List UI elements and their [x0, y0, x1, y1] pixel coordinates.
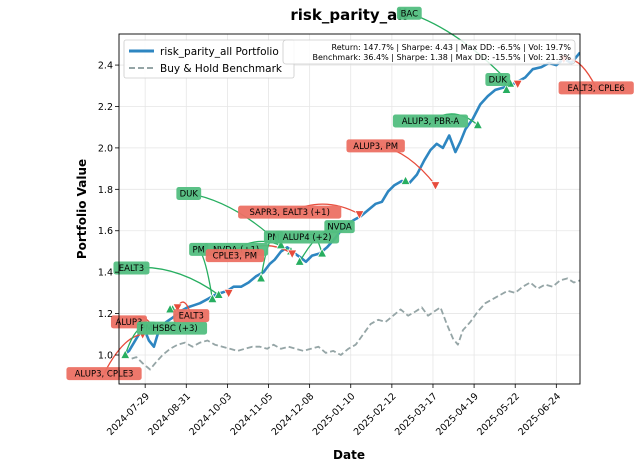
annotation-label-box: [113, 261, 150, 275]
x-tick-label: 2025-04-19: [434, 391, 481, 438]
buy-marker: [164, 303, 176, 314]
sell-marker: [354, 210, 365, 221]
annotation-label-box: [275, 230, 340, 244]
annotation-label-box: [143, 321, 208, 335]
x-tick-label: 2024-11-05: [229, 391, 276, 438]
annotation-label: ALUP4 (+2): [283, 233, 332, 243]
annotation-label-box: [238, 205, 342, 219]
annotation-layer: ALUP3, CPLE3 ALUP3 PM HSBC (+3) EALT3 EALT3 PM…: [66, 6, 634, 381]
buy-marker: [472, 119, 483, 130]
annotation-label: EALT3: [119, 264, 144, 274]
x-tick-label: 2024-07-29: [105, 391, 152, 438]
x-tick-label: 2025-05-22: [475, 391, 522, 438]
sell-marker: [223, 288, 234, 299]
annotation-label: HSBC (+3): [152, 324, 197, 334]
y-tick-label: 2.4: [98, 61, 113, 72]
annotation-label: PM: [267, 233, 279, 243]
annotation-label-box: [176, 186, 202, 200]
annotation-label-box: [396, 6, 422, 20]
x-axis-label: Date: [333, 448, 365, 462]
y-tick-label: 1.0: [98, 351, 113, 362]
buy-marker: [316, 247, 328, 258]
stats-box-frame: [282, 39, 576, 65]
x-tick-label: 2025-01-10: [311, 391, 358, 438]
annotation-label: NVDA: [327, 223, 352, 233]
annotation-label: ALUP3: [116, 318, 143, 328]
buy-marker: [294, 255, 305, 266]
legend-label-portfolio: risk_parity_all Portfolio: [160, 46, 279, 58]
x-tick-label: 2025-02-12: [352, 391, 399, 438]
sell-marker: [512, 79, 523, 90]
annotation-label: ALUP3, CPLE3: [75, 370, 134, 380]
x-tick-label: 2024-10-03: [187, 391, 234, 438]
annotation-label-box: [558, 81, 634, 95]
y-tick-label: 2.0: [98, 143, 113, 154]
y-tick-label: 1.2: [98, 309, 113, 320]
buy-marker: [400, 175, 411, 185]
y-tick-label: 2.2: [98, 102, 113, 113]
stats-line-benchmark: Benchmark: 36.4% | Sharpe: 1.38 | Max DD…: [312, 53, 571, 62]
x-tick-label: 2024-08-31: [146, 391, 193, 438]
annotation-label-box: [173, 309, 210, 323]
plot-frame: [118, 33, 581, 385]
y-tick-label: 1.6: [98, 226, 113, 237]
x-tick-label: 2025-03-17: [393, 391, 440, 438]
sell-marker: [172, 303, 183, 314]
annotation-label: SAPR3, EALT3 (+1): [249, 208, 329, 218]
sell-marker: [430, 181, 441, 192]
legend: risk_parity_all Portfolio Buy & Hold Ben…: [123, 39, 295, 79]
stats-box: Return: 147.7% | Sharpe: 4.43 | Max DD: …: [282, 39, 576, 65]
y-tick-label: 1.4: [98, 268, 113, 279]
axis-layer: 2024-07-292024-08-312024-10-032024-11-05…: [98, 61, 563, 438]
chart-title: risk_parity_all: [290, 6, 407, 24]
annotation-label-box: [66, 367, 142, 381]
x-tick-label: 2024-12-08: [270, 391, 317, 438]
annotation-label-box: [346, 139, 405, 153]
annotation-label: DUK: [180, 189, 199, 199]
buy-marker: [207, 293, 218, 303]
stats-line-portfolio: Return: 147.7% | Sharpe: 4.43 | Max DD: …: [332, 43, 572, 52]
annotation-label: PM: [193, 245, 205, 255]
annotation-label: ALUP3, PBR-A: [402, 117, 460, 127]
annotation-label-box: [324, 220, 355, 234]
x-tick-label: 2025-06-24: [516, 391, 563, 438]
annotation-label: BAC: [401, 9, 418, 19]
y-axis-label: Portfolio Value: [75, 159, 89, 259]
sell-marker: [287, 249, 298, 260]
annotation-label: EALT3: [179, 312, 204, 322]
annotation-label-box: [485, 73, 511, 87]
buy-marker: [255, 272, 267, 283]
annotation-label-box: [205, 249, 265, 263]
benchmark-line: [123, 277, 580, 371]
annotation-label: DUK: [489, 76, 508, 86]
buy-marker: [213, 289, 224, 299]
annotation-label: EALT3, CPLE6: [568, 84, 625, 94]
annotation-label-box: [189, 242, 209, 256]
annotation-label: CPLE3, PM: [213, 252, 257, 262]
buy-marker: [501, 84, 512, 94]
annotation-label: ALUP3, PM: [353, 142, 398, 152]
y-tick-label: 1.8: [98, 185, 113, 196]
legend-label-benchmark: Buy & Hold Benchmark: [160, 63, 283, 75]
buy-marker: [275, 239, 287, 250]
buy-marker: [120, 349, 131, 359]
annotation-label-box: [392, 114, 469, 128]
